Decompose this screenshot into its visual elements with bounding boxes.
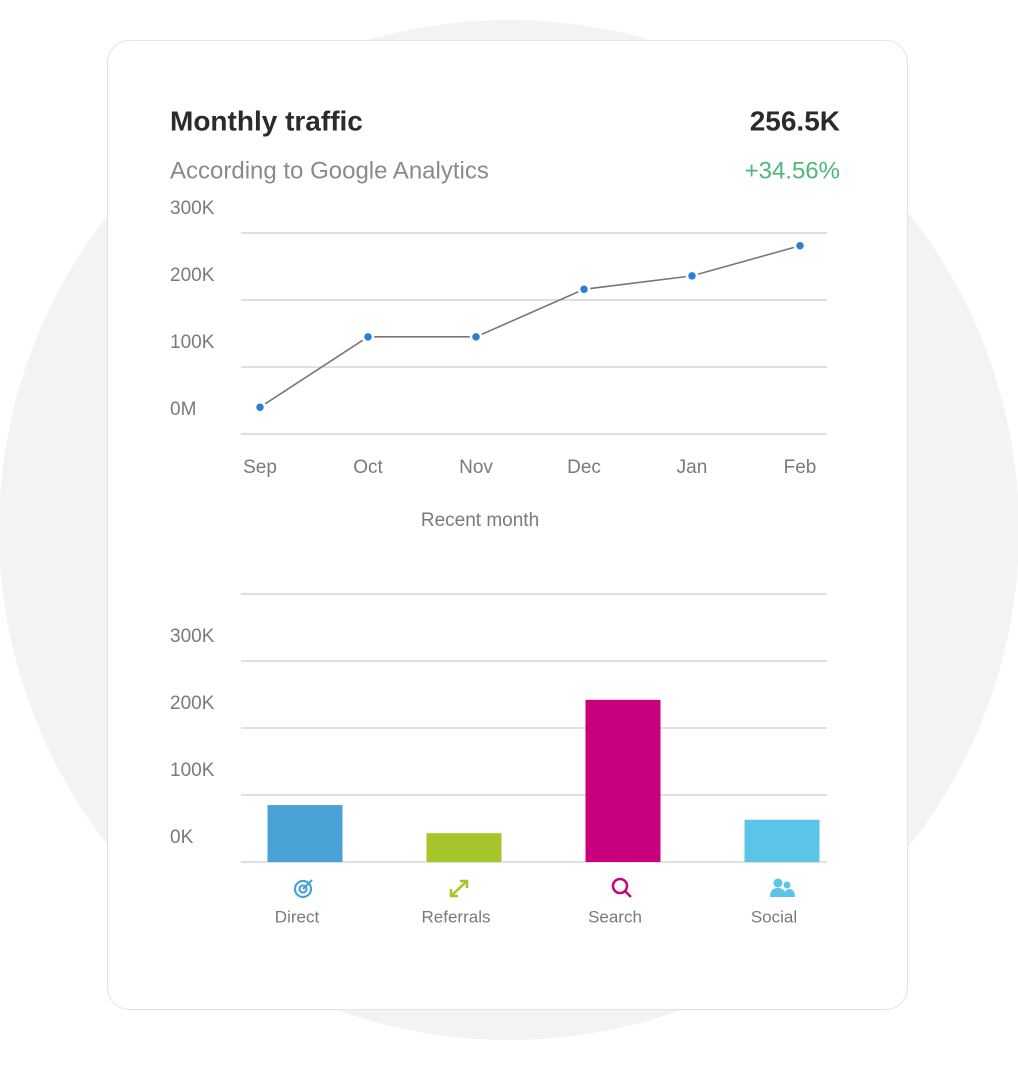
y-tick-label: 0K (170, 827, 194, 848)
x-tick-label: Direct (275, 907, 320, 926)
line-series (259, 244, 801, 408)
x-tick-label: Referrals (422, 907, 491, 926)
referrals-icon (449, 879, 469, 898)
x-tick-label: Sep (243, 457, 277, 478)
card-subtitle: According to Google Analytics (170, 157, 489, 184)
x-tick-label: Dec (567, 457, 601, 478)
direct-icon (293, 879, 313, 899)
bar (744, 819, 820, 862)
y-tick-label: 100K (170, 332, 215, 353)
social-icon (770, 878, 795, 897)
x-tick-label: Feb (784, 457, 817, 478)
change-value: +34.56% (745, 157, 840, 184)
y-tick-label: 200K (170, 693, 215, 714)
total-value: 256.5K (750, 105, 840, 136)
x-tick-label: Nov (459, 457, 493, 478)
point (361, 330, 375, 344)
y-tick-label: 0M (170, 399, 196, 420)
bar (585, 699, 661, 862)
bar (267, 805, 343, 862)
bar (426, 833, 502, 862)
x-tick-label: Jan (677, 457, 708, 478)
y-tick-label: 300K (170, 198, 215, 219)
point (253, 400, 267, 414)
y-tick-label: 200K (170, 265, 215, 286)
card (107, 40, 908, 1010)
point (577, 283, 591, 296)
point (793, 239, 807, 252)
search-icon (611, 877, 632, 898)
card-title: Monthly traffic (170, 105, 363, 136)
point (685, 269, 699, 283)
x-tick-label: Oct (353, 457, 383, 478)
y-tick-label: 100K (170, 760, 215, 781)
x-tick-label: Search (588, 907, 642, 926)
x-axis-label: Recent month (421, 510, 539, 531)
point (469, 330, 483, 344)
x-tick-label: Social (751, 907, 797, 926)
y-tick-label: 300K (170, 626, 215, 647)
